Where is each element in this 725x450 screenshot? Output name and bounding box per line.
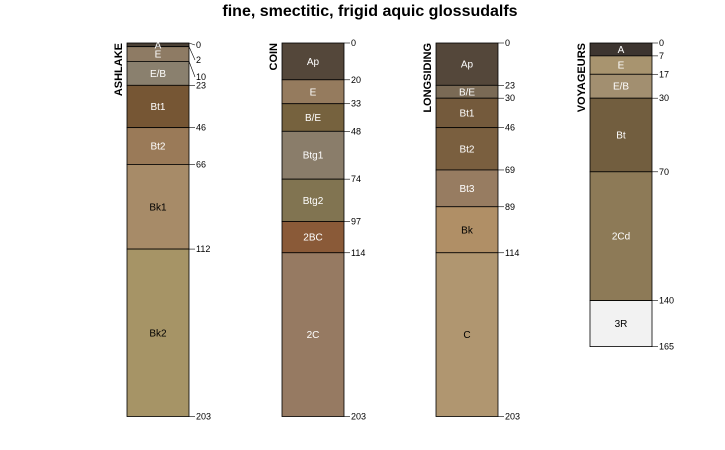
depth-label: 23 <box>196 80 206 90</box>
depth-label: 0 <box>196 40 201 50</box>
horizon-label: Bt1 <box>459 108 474 119</box>
horizon-bk2 <box>126 248 190 417</box>
horizon-label: Bk <box>461 225 474 236</box>
depth-tick <box>188 42 196 46</box>
depth-label: 2 <box>196 55 201 65</box>
depth-label: 7 <box>659 51 664 61</box>
depth-label: 0 <box>659 38 664 48</box>
horizon-bt1 <box>126 84 190 129</box>
depth-label: 46 <box>196 123 206 133</box>
depth-label: 114 <box>505 248 519 258</box>
depth-label: 140 <box>659 296 674 306</box>
horizon-label: A <box>155 40 162 51</box>
horizon-bt <box>589 97 653 173</box>
horizon-b-e <box>281 103 345 132</box>
horizon-bt2 <box>126 127 190 165</box>
horizon-label: Bt3 <box>459 184 474 195</box>
horizon-2cd <box>589 171 653 302</box>
horizon-label: C <box>463 330 470 341</box>
depth-label: 69 <box>505 165 515 175</box>
horizon-label: Bk2 <box>149 328 167 339</box>
depth-label: 30 <box>659 93 669 103</box>
horizon-label: Btg2 <box>303 196 324 207</box>
depth-label: 97 <box>351 216 361 226</box>
horizon-label: 2C <box>307 330 320 341</box>
depth-label: 114 <box>351 248 365 258</box>
horizon-label: Bt2 <box>459 144 474 155</box>
horizon-label: A <box>618 45 625 56</box>
horizon-btg2 <box>281 178 345 222</box>
horizon-label: E <box>155 50 162 61</box>
depth-label: 74 <box>351 174 361 184</box>
horizon-label: E <box>310 87 317 98</box>
depth-label: 70 <box>659 167 669 177</box>
depth-label: 23 <box>505 80 515 90</box>
depth-label: 33 <box>351 99 361 109</box>
horizon-label: E/B <box>150 69 166 80</box>
horizon-2bc <box>281 221 345 254</box>
horizon-label: Bk1 <box>149 202 167 213</box>
horizon-label: E/B <box>613 82 629 93</box>
horizon-label: B/E <box>459 87 475 98</box>
horizon-label: Bt <box>616 131 626 142</box>
profile-name: VOYAGEURS <box>576 43 588 112</box>
horizon-bk <box>435 206 499 254</box>
horizon-label: 2BC <box>303 233 322 244</box>
horizon-label: Bt2 <box>150 142 165 153</box>
horizon-bt1 <box>435 97 499 129</box>
depth-label: 10 <box>196 72 206 82</box>
profile-name: LONGSIDING <box>422 43 434 113</box>
depth-label: 203 <box>505 412 520 422</box>
soil-profile-voyageurs: AE E/B Bt 2Cd 3R 0 7 17 30 70 140 165 VOYAGEURS <box>576 38 674 352</box>
horizon-label: E <box>618 61 625 72</box>
depth-label: 203 <box>351 412 366 422</box>
depth-label: 17 <box>659 69 669 79</box>
horizon-c <box>435 252 499 417</box>
depth-tick <box>188 61 196 78</box>
depth-label: 20 <box>351 75 361 85</box>
horizon-label: 2Cd <box>612 232 630 243</box>
profiles-group: AEE/BBt1Bt2Bk1Bk20210234666112203ASHLAKE… <box>113 38 674 422</box>
soil-profile-coin: Ap E B/E Btg1 Btg2 2BC 2C 0 20 33 48 74 97 114 203 COIN <box>268 38 366 422</box>
soil-profile-longsiding: Ap B/E Bt1 Bt2 Bt3 Bk C 0 23 30 46 69 89 114 203 LONGSI… <box>422 38 520 422</box>
figure-title: fine, smectitic, frigid aquic glossudalf… <box>222 3 517 20</box>
horizon-btg1 <box>281 130 345 180</box>
profile-name: COIN <box>268 43 280 71</box>
depth-label: 0 <box>351 38 356 48</box>
depth-label: 48 <box>351 126 361 136</box>
horizon-bt3 <box>435 169 499 208</box>
horizon-2c <box>281 252 345 417</box>
horizon-label: 3R <box>615 319 628 330</box>
horizon-label: Ap <box>461 60 474 71</box>
depth-tick <box>188 46 196 61</box>
horizon-3r <box>589 300 653 348</box>
depth-label: 112 <box>196 244 210 254</box>
horizon-ap <box>435 42 499 86</box>
horizon-label: Bt1 <box>150 102 165 113</box>
depth-label: 203 <box>196 412 211 422</box>
depth-label: 0 <box>505 38 510 48</box>
horizon-label: B/E <box>305 113 321 124</box>
depth-label: 89 <box>505 202 515 212</box>
depth-label: 165 <box>659 342 674 352</box>
depth-label: 66 <box>196 159 206 169</box>
horizon-label: Btg1 <box>303 151 324 162</box>
horizon-bk1 <box>126 164 190 250</box>
horizon-ap <box>281 42 345 81</box>
depth-label: 46 <box>505 123 515 133</box>
profile-name: ASHLAKE <box>113 43 125 96</box>
horizon-label: Ap <box>307 57 320 68</box>
depth-label: 30 <box>505 93 515 103</box>
